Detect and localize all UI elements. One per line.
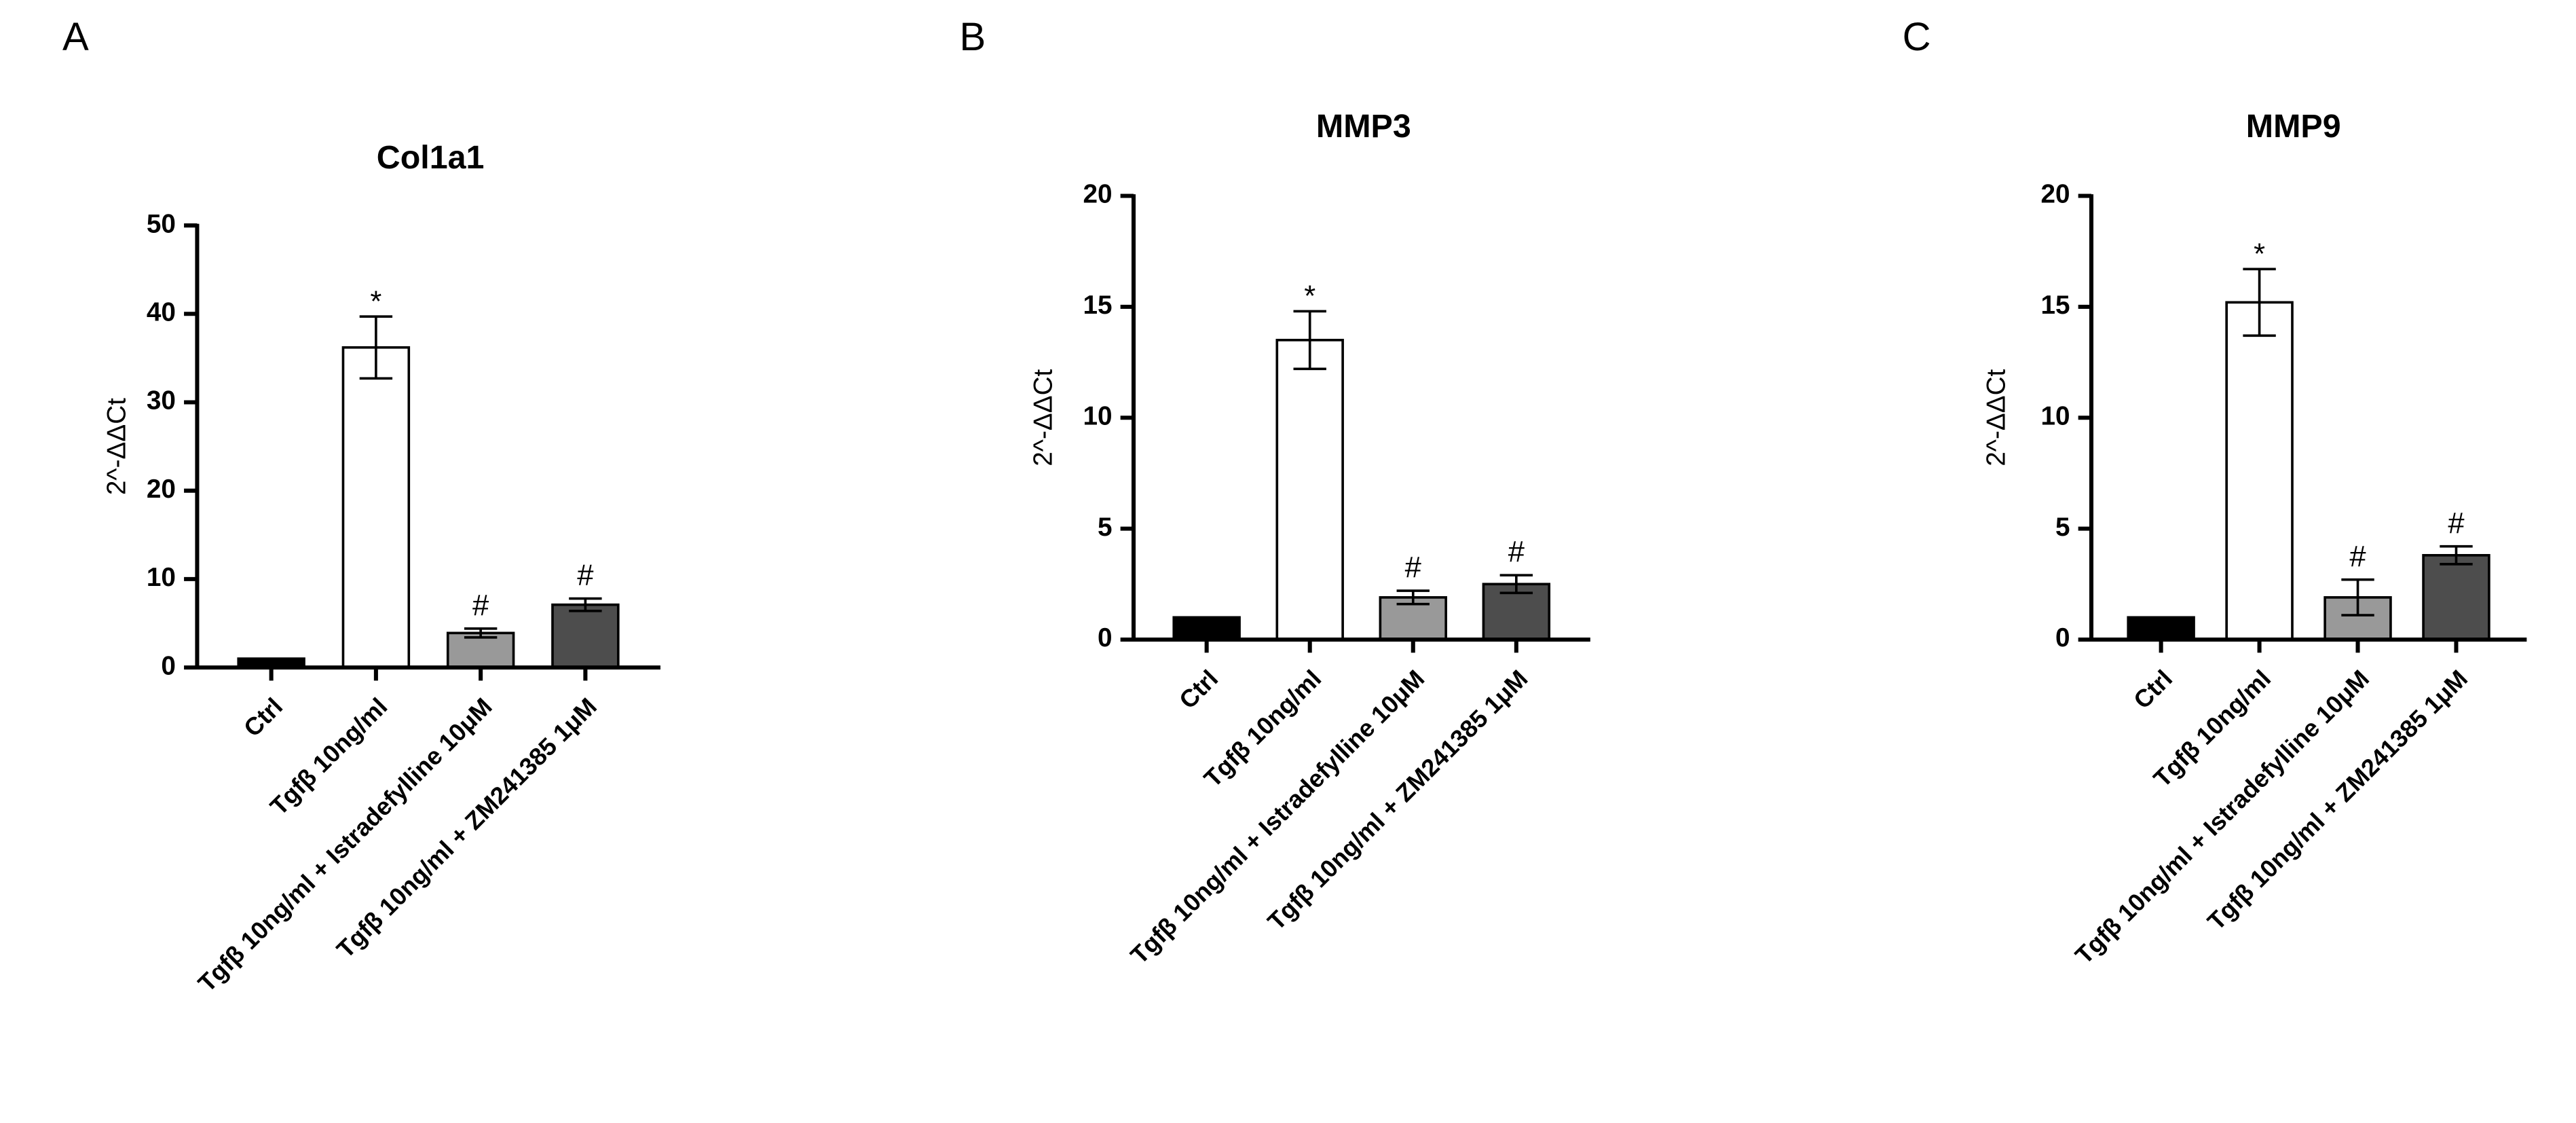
y-tick-label: 10 xyxy=(2040,401,2070,430)
y-tick-label: 5 xyxy=(2055,513,2070,542)
x-tick-label: Ctrl xyxy=(1174,665,1223,714)
significance-mark: # xyxy=(577,559,593,592)
bar xyxy=(2127,616,2195,641)
y-tick-label: 10 xyxy=(1083,401,1112,430)
bar xyxy=(2225,301,2294,641)
y-tick-label: 20 xyxy=(147,475,176,504)
significance-mark: # xyxy=(1508,536,1525,568)
y-tick-label: 0 xyxy=(2055,623,2070,652)
y-tick-label: 50 xyxy=(147,209,176,238)
panel-letter: C xyxy=(1903,15,1931,59)
y-axis-label: 2^-ΔΔCt xyxy=(1981,369,2011,466)
x-tick-label: Ctrl xyxy=(2128,665,2178,714)
bar xyxy=(551,603,620,669)
x-tick-label: Ctrl xyxy=(238,693,288,742)
significance-mark: # xyxy=(2448,507,2464,540)
y-tick-label: 0 xyxy=(161,651,176,680)
panel-letter: A xyxy=(62,15,89,59)
y-axis-label: 2^-ΔΔCt xyxy=(1029,369,1058,466)
y-axis-label: 2^-ΔΔCt xyxy=(102,398,131,495)
chart-title: MMP9 xyxy=(2246,108,2341,145)
y-tick-label: 0 xyxy=(1098,623,1113,652)
y-tick-label: 15 xyxy=(2040,291,2070,320)
chart-title: Col1a1 xyxy=(377,139,485,176)
y-tick-label: 20 xyxy=(2040,180,2070,209)
y-tick-label: 40 xyxy=(147,297,176,327)
significance-mark: # xyxy=(1405,551,1421,584)
y-tick-label: 5 xyxy=(1098,513,1113,542)
significance-mark: * xyxy=(1304,280,1315,313)
chart-title: MMP3 xyxy=(1316,108,1411,145)
significance-mark: * xyxy=(2254,238,2265,270)
significance-mark: # xyxy=(472,589,489,622)
significance-mark: * xyxy=(370,285,381,318)
panel-letter: B xyxy=(959,15,986,59)
significance-mark: # xyxy=(2349,540,2366,573)
bar xyxy=(1275,339,1344,641)
bar xyxy=(2422,553,2490,641)
bar xyxy=(341,346,411,669)
y-tick-label: 30 xyxy=(147,386,176,416)
bar xyxy=(1172,616,1241,641)
y-tick-label: 20 xyxy=(1083,180,1112,209)
y-tick-label: 15 xyxy=(1083,291,1112,320)
y-tick-label: 10 xyxy=(147,563,176,592)
